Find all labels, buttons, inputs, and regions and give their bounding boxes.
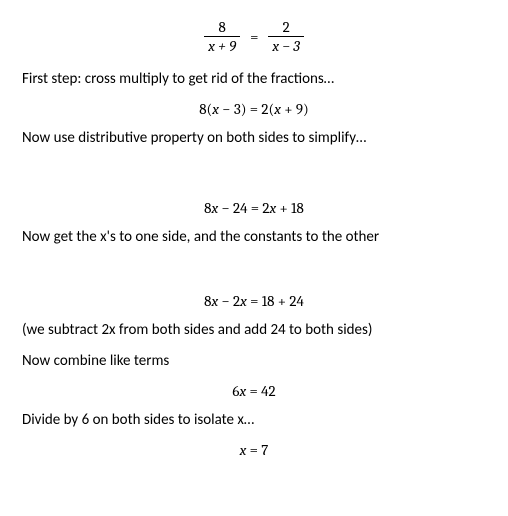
equation-1: 8 x + 9 = 2 x − 3 [22,18,486,55]
fraction-right: 2 x − 3 [268,18,303,55]
equation-2: 8(x − 3) = 2(x + 9) [22,100,486,118]
denominator-1: x + 9 [204,36,240,55]
equation-5: 6x = 42 [22,382,486,400]
step-6-text: Divide by 6 on both sides to isolate x… [22,410,486,431]
equation-6: x = 7 [22,441,486,459]
equation-3: 8x − 24 = 2x + 18 [22,199,486,217]
denominator-2: x − 3 [268,36,303,55]
numerator-2: 2 [279,18,294,36]
step-3-text: Now get the x's to one side, and the con… [22,227,486,248]
fraction-left: 8 x + 9 [204,18,240,55]
equals-sign: = [248,28,260,46]
equation-4: 8x − 2x = 18 + 24 [22,292,486,310]
step-2-text: Now use distributive property on both si… [22,128,486,149]
step-5-text: Now combine like terms [22,351,486,372]
step-1-text: First step: cross multiply to get rid of… [22,69,486,90]
numerator-1: 8 [215,18,230,36]
step-4-text: (we subtract 2x from both sides and add … [22,320,486,341]
